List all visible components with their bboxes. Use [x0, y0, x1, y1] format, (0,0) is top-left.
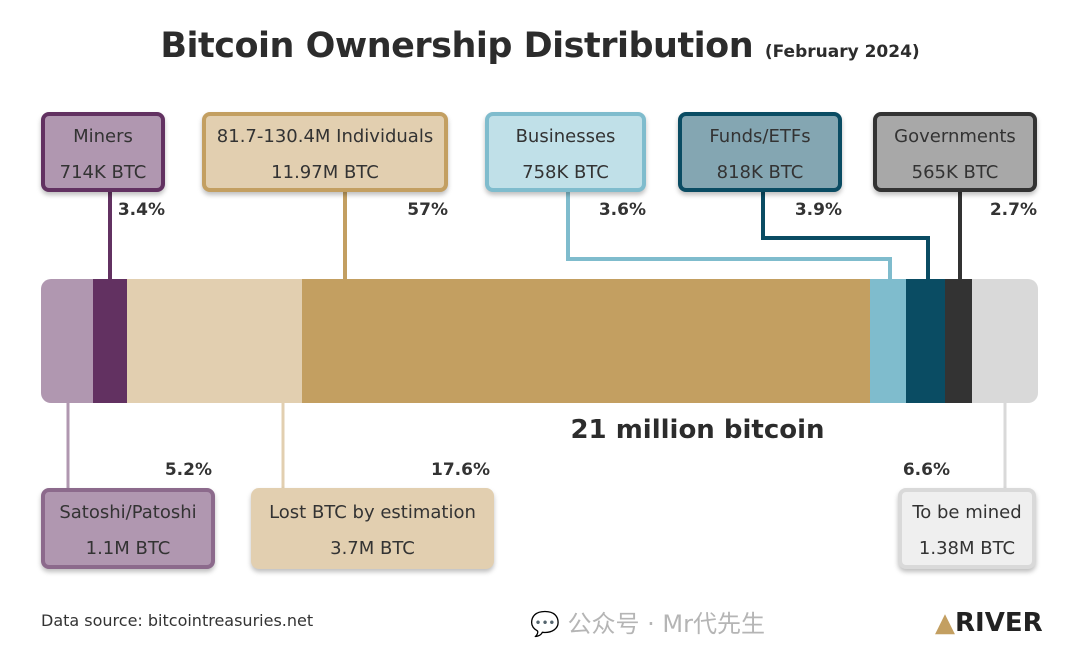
segment-amount: 714K BTC: [59, 162, 147, 183]
label-box-tobemined: To be mined 1.38M BTC: [898, 488, 1036, 569]
segment-amount: 3.7M BTC: [330, 538, 415, 559]
label-box-individuals: 81.7-130.4M Individuals 11.97M BTC: [202, 112, 448, 192]
segment-name: 81.7-130.4M Individuals: [216, 126, 434, 147]
bar-segment-businesses: [870, 279, 907, 403]
river-logo: ▲RIVER: [935, 608, 1043, 638]
label-box-funds: Funds/ETFs 818K BTC: [678, 112, 842, 192]
segment-amount: 565K BTC: [911, 162, 999, 183]
percent-label-individuals: 57%: [407, 200, 448, 220]
chart-subtitle: (February 2024): [764, 42, 920, 62]
segment-amount: 1.1M BTC: [85, 538, 171, 559]
percent-label-businesses: 3.6%: [598, 200, 646, 220]
bar-segment-miners: [92, 279, 127, 403]
segment-amount: 1.38M BTC: [918, 538, 1016, 559]
segment-name: Satoshi/Patoshi: [59, 502, 197, 523]
label-box-businesses: Businesses 758K BTC: [485, 112, 646, 192]
percent-label-governments: 2.7%: [989, 200, 1037, 220]
segment-name: Businesses: [515, 126, 616, 147]
percent-label-miners: 3.4%: [117, 200, 165, 220]
segment-name: To be mined: [912, 502, 1022, 523]
segment-amount: 758K BTC: [522, 162, 609, 183]
bar-segment-satoshi: [41, 279, 93, 403]
label-box-governments: Governments 565K BTC: [873, 112, 1037, 192]
title-text: Bitcoin Ownership Distribution: [160, 26, 754, 66]
bar-segment-funds: [906, 279, 946, 403]
bar-segment-tobemined: [972, 279, 1038, 403]
label-box-lost: Lost BTC by estimation 3.7M BTC: [251, 488, 494, 569]
segment-name: Miners: [73, 126, 133, 147]
wechat-icon: 💬: [530, 610, 560, 638]
percent-label-tobemined: 6.6%: [902, 460, 950, 480]
percent-label-funds: 3.9%: [794, 200, 842, 220]
segment-name: Governments: [894, 126, 1016, 147]
connector-businesses: [566, 192, 892, 279]
segment-amount: 11.97M BTC: [271, 162, 379, 183]
percent-label-lost: 17.6%: [431, 460, 490, 480]
total-label: 21 million bitcoin: [570, 415, 825, 445]
stacked-bar: [41, 279, 1038, 403]
bar-segment-individuals: [302, 279, 871, 403]
connector-funds: [761, 192, 930, 279]
label-box-miners: Miners 714K BTC: [41, 112, 165, 192]
river-mountain-icon: ▲: [935, 608, 955, 638]
bar-segment-governments: [945, 279, 973, 403]
segment-amount: 818K BTC: [716, 162, 804, 183]
bar-segment-lost: [126, 279, 303, 403]
segment-name: Lost BTC by estimation: [269, 502, 476, 523]
percent-label-satoshi: 5.2%: [164, 460, 212, 480]
chart-title: Bitcoin Ownership Distribution (February…: [0, 26, 1080, 66]
watermark: 💬 公众号 · Mr代先生: [530, 610, 765, 638]
segment-name: Funds/ETFs: [709, 126, 811, 147]
label-box-satoshi: Satoshi/Patoshi 1.1M BTC: [41, 488, 215, 569]
data-source: Data source: bitcointreasuries.net: [41, 611, 314, 630]
